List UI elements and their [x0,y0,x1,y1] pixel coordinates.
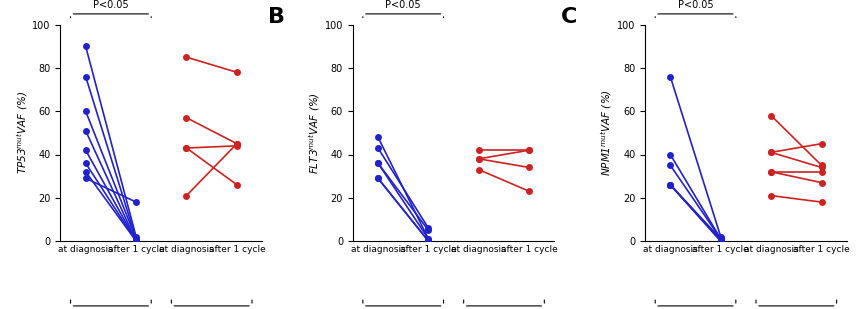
Text: P<0.05: P<0.05 [677,0,714,10]
Y-axis label: NPM1$^{mut}$VAF (%): NPM1$^{mut}$VAF (%) [600,89,614,176]
Y-axis label: TP53$^{mut}$VAF (%): TP53$^{mut}$VAF (%) [15,91,29,174]
Text: P<0.05: P<0.05 [93,0,129,10]
Text: B: B [268,7,285,28]
Text: C: C [561,7,577,28]
Text: P<0.05: P<0.05 [385,0,421,10]
Y-axis label: FLT3$^{mut}$VAF (%): FLT3$^{mut}$VAF (%) [307,92,322,174]
